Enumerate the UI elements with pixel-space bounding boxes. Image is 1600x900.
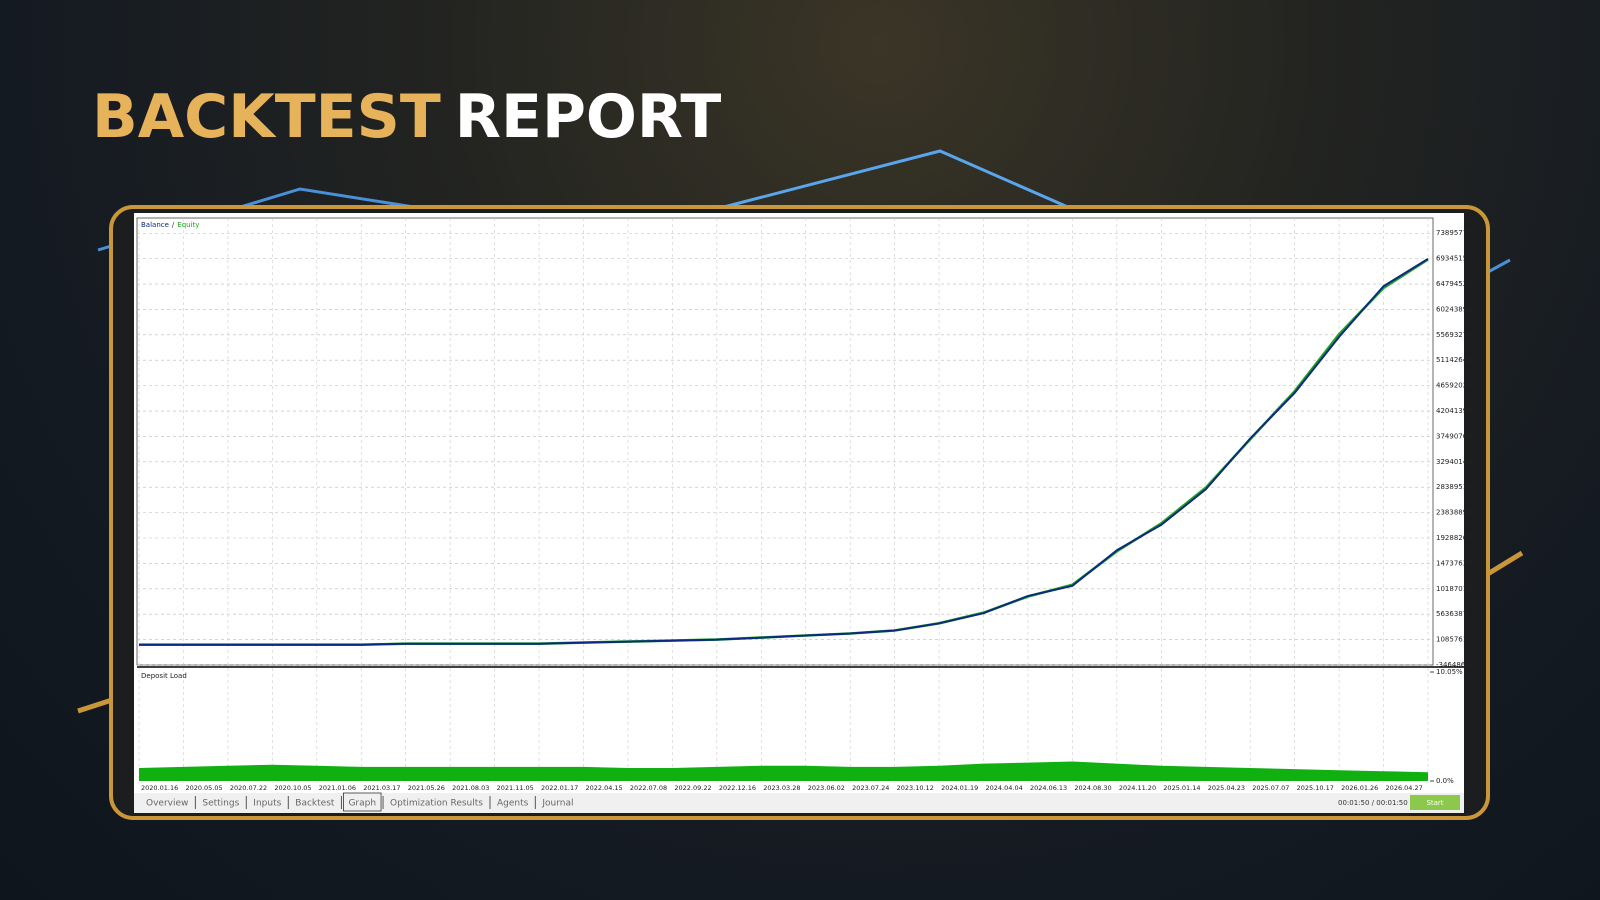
tab[interactable]: Agents — [497, 799, 529, 809]
x-tick-label: 2023.03.28 — [763, 784, 800, 792]
legend-separator: / — [172, 221, 175, 229]
x-tick-label: 2021.11.05 — [497, 784, 534, 792]
x-tick-label: 2024.11.20 — [1119, 784, 1156, 792]
series-line — [139, 258, 1429, 646]
legend-entry: Equity — [177, 221, 199, 229]
y-tick-label: 64794525 — [1436, 280, 1472, 288]
plot-area — [136, 217, 1434, 666]
title-main: REPORT — [455, 82, 722, 152]
x-tick-label: 2020.10.05 — [274, 784, 311, 792]
x-tick-label: 2024.01.19 — [941, 784, 978, 792]
tab[interactable]: Journal — [541, 799, 573, 809]
page-title: BACKTEST REPORT — [92, 82, 721, 152]
y-tick-label: 10187013 — [1436, 585, 1472, 593]
tab[interactable]: Overview — [146, 799, 188, 809]
start-button-label[interactable]: Start — [1426, 799, 1443, 807]
x-tick-label: 2022.07.08 — [630, 784, 667, 792]
x-tick-label: 2021.08.03 — [452, 784, 489, 792]
x-tick-label: 2022.01.17 — [541, 784, 578, 792]
tab[interactable]: Settings — [202, 799, 239, 809]
y-tick-label: 19288265 — [1436, 534, 1472, 542]
y-tick-label: 37490769 — [1436, 432, 1472, 440]
deposit-area — [139, 761, 1428, 781]
y-tick-label: 10.05% — [1436, 668, 1463, 676]
deco-line — [719, 149, 1071, 210]
title-accent: BACKTEST — [92, 82, 441, 152]
x-tick-label: 2020.01.16 — [141, 784, 178, 792]
x-tick-label: 2021.05.26 — [408, 784, 445, 792]
legend-entry: Balance — [141, 221, 169, 229]
x-tick-label: 2025.01.14 — [1163, 784, 1200, 792]
x-tick-label: 2024.08.30 — [1074, 784, 1111, 792]
x-tick-label: 2024.04.04 — [986, 784, 1023, 792]
x-tick-label: 2025.04.23 — [1208, 784, 1245, 792]
deco-line — [77, 697, 113, 714]
y-tick-label: 28389517 — [1436, 483, 1472, 491]
x-tick-label: 2025.10.17 — [1297, 784, 1334, 792]
x-tick-label: 2026.01.26 — [1341, 784, 1378, 792]
y-tick-label: 60243899 — [1436, 305, 1472, 313]
status-time: 00:01:50 / 00:01:50 — [1338, 799, 1408, 807]
tab[interactable]: Backtest — [295, 799, 335, 809]
x-tick-label: 2022.04.15 — [585, 784, 622, 792]
y-tick-label: 14737639 — [1436, 559, 1472, 567]
tab[interactable]: Optimization Results — [390, 799, 483, 809]
x-tick-label: 2021.03.17 — [363, 784, 400, 792]
y-tick-label: 1085761 — [1436, 636, 1467, 644]
y-tick-label: 46592021 — [1436, 382, 1472, 390]
x-tick-label: 2021.01.06 — [319, 784, 356, 792]
y-tick-label: 0.0% — [1436, 777, 1454, 785]
y-tick-label: 32940143 — [1436, 458, 1472, 466]
tab[interactable]: Inputs — [253, 799, 281, 809]
y-tick-label: 51142647 — [1436, 356, 1472, 364]
y-tick-label: 42041395 — [1436, 407, 1472, 415]
x-tick-label: 2022.09.22 — [674, 784, 711, 792]
start-button[interactable] — [1410, 795, 1460, 810]
tab-bar — [134, 793, 1464, 813]
y-tick-label: 69345151 — [1436, 255, 1472, 263]
y-tick-label: -3464865 — [1436, 661, 1470, 669]
tab[interactable]: Graph — [348, 799, 376, 809]
active-tab — [343, 792, 382, 812]
deco-line — [1484, 550, 1524, 578]
x-tick-label: 2020.07.22 — [230, 784, 267, 792]
y-tick-label: 73895777 — [1436, 229, 1472, 237]
plot-layer: -3464865 1085761 5636387 10187013 14737639 19… — [136, 217, 1472, 812]
y-tick-label: 55693273 — [1436, 331, 1472, 339]
x-tick-label: 2023.07.24 — [852, 784, 889, 792]
deco-line — [1487, 258, 1511, 274]
y-tick-label: 5636387 — [1436, 610, 1467, 618]
x-tick-label: 2023.06.02 — [808, 784, 845, 792]
legend: Balance / Equity — [141, 221, 199, 229]
x-tick-label: 2022.12.16 — [719, 784, 756, 792]
x-tick-label: 2024.06.13 — [1030, 784, 1067, 792]
subchart-title: Deposit Load — [141, 672, 187, 680]
x-tick-label: 2026.04.27 — [1386, 784, 1423, 792]
y-tick-label: 23838891 — [1436, 509, 1472, 517]
x-tick-label: 2023.10.12 — [897, 784, 934, 792]
x-tick-label: 2020.05.05 — [185, 784, 222, 792]
x-tick-label: 2025.07.07 — [1252, 784, 1289, 792]
